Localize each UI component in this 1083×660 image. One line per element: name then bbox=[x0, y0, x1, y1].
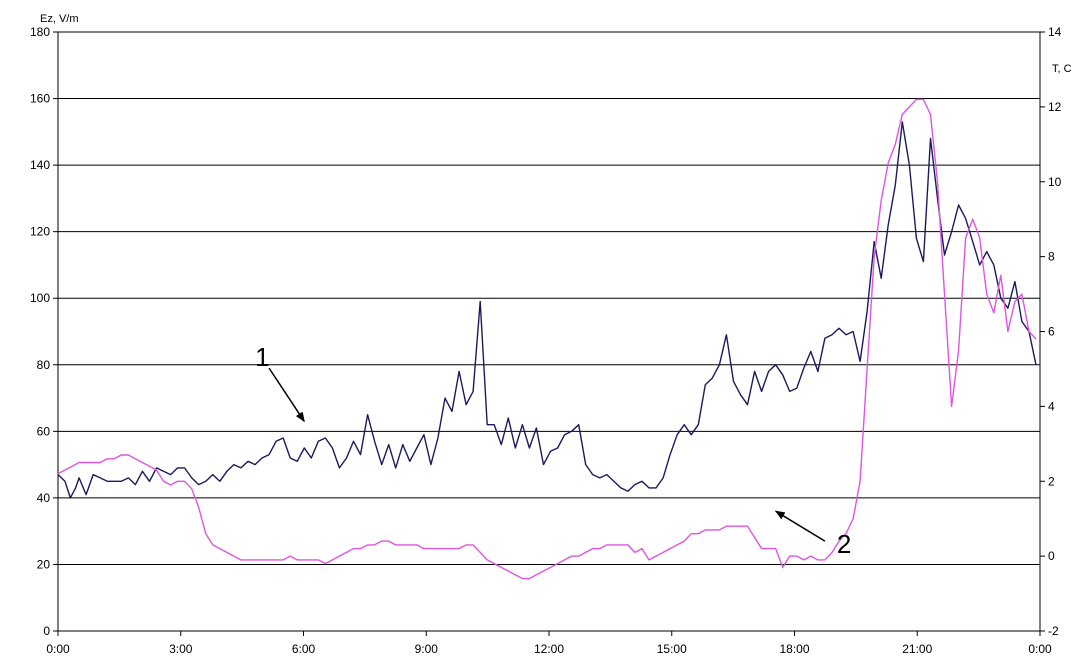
right-y-tick-label: 12 bbox=[1048, 100, 1062, 114]
right-y-axis-label: T, C bbox=[1052, 63, 1072, 75]
series-2-line bbox=[57, 98, 1037, 580]
x-tick-label: 15:00 bbox=[657, 642, 687, 656]
chart-axes bbox=[57, 31, 1041, 632]
x-tick-label: 9:00 bbox=[415, 642, 439, 656]
right-y-tick-label: 0 bbox=[1048, 549, 1055, 563]
left-y-tick-label: 160 bbox=[30, 92, 50, 106]
left-y-tick-label: 40 bbox=[37, 491, 51, 505]
x-tick-label: 12:00 bbox=[534, 642, 564, 656]
left-y-tick-label: 60 bbox=[37, 424, 51, 438]
left-y-tick-label: 180 bbox=[30, 25, 50, 39]
left-y-tick-label: 100 bbox=[30, 291, 50, 305]
x-tick-label: 21:00 bbox=[902, 642, 932, 656]
left-y-tick-label: 80 bbox=[37, 358, 51, 372]
right-y-tick-label: 2 bbox=[1048, 474, 1055, 488]
x-tick-label: 0:00 bbox=[46, 642, 70, 656]
right-y-tick-label: 14 bbox=[1048, 25, 1062, 39]
right-y-tick-label: 6 bbox=[1048, 325, 1055, 339]
annotation-2-arrow bbox=[774, 510, 826, 542]
annotations: 12 bbox=[255, 342, 851, 559]
series-1-line bbox=[57, 121, 1037, 499]
horizontal-gridlines bbox=[58, 98, 1040, 565]
annotation-2-label: 2 bbox=[837, 529, 851, 559]
left-y-axis-label: Ez, V/m bbox=[40, 13, 79, 25]
x-tick-labels: 0:00 3:00 6:00 9:00 12:00 15:00 18:00 21:00 0:00 bbox=[46, 631, 1052, 656]
x-tick-label: 3:00 bbox=[169, 642, 193, 656]
series-lines bbox=[57, 98, 1037, 580]
right-y-tick-label: 4 bbox=[1048, 399, 1055, 413]
x-tick-label: 18:00 bbox=[779, 642, 809, 656]
x-tick-label: 6:00 bbox=[292, 642, 316, 656]
annotation-1-label: 1 bbox=[255, 342, 269, 372]
left-y-tick-label: 0 bbox=[43, 624, 50, 638]
left-y-tick-label: 20 bbox=[37, 557, 51, 571]
right-y-tick-labels: -2 0 2 4 6 8 10 12 14 bbox=[1040, 25, 1062, 638]
x-tick-label: 0:00 bbox=[1028, 642, 1052, 656]
left-y-tick-labels: 0 20 40 60 80 100 120 140 160 180 bbox=[30, 25, 58, 638]
left-y-tick-label: 120 bbox=[30, 225, 50, 239]
right-y-tick-label: 8 bbox=[1048, 250, 1055, 264]
annotation-1-arrow bbox=[268, 367, 305, 423]
right-y-tick-label: 10 bbox=[1048, 175, 1062, 189]
left-y-tick-label: 140 bbox=[30, 158, 50, 172]
right-y-tick-label: -2 bbox=[1048, 624, 1059, 638]
